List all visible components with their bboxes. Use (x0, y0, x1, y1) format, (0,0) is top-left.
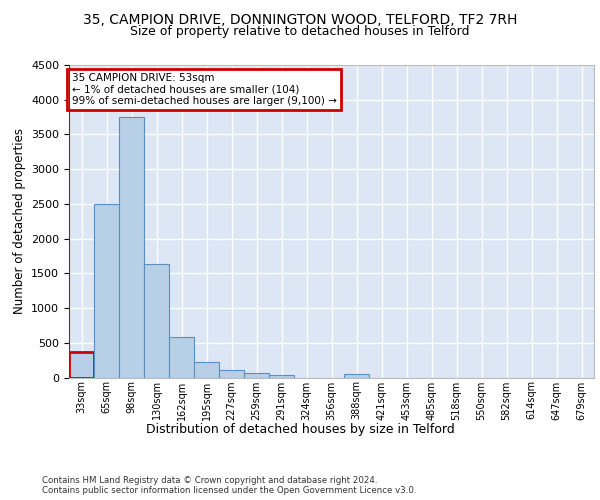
Bar (94, 204, 119, 378)
Text: Size of property relative to detached houses in Telford: Size of property relative to detached ho… (130, 25, 470, 38)
Bar (344, 374, 369, 378)
Text: 35, CAMPION DRIVE, DONNINGTON WOOD, TELFORD, TF2 7RH: 35, CAMPION DRIVE, DONNINGTON WOOD, TELF… (83, 12, 517, 26)
Bar (244, 374, 269, 378)
Y-axis label: Number of detached properties: Number of detached properties (13, 128, 26, 314)
Bar (69, 352, 94, 378)
Bar (269, 375, 294, 378)
Bar (169, 336, 194, 378)
Bar (119, 117, 144, 378)
Bar (194, 362, 219, 378)
Text: Distribution of detached houses by size in Telford: Distribution of detached houses by size … (146, 422, 454, 436)
Bar (144, 264, 169, 378)
Text: 35 CAMPION DRIVE: 53sqm
← 1% of detached houses are smaller (104)
99% of semi-de: 35 CAMPION DRIVE: 53sqm ← 1% of detached… (71, 73, 337, 106)
Text: Contains HM Land Registry data © Crown copyright and database right 2024.
Contai: Contains HM Land Registry data © Crown c… (42, 476, 416, 495)
Bar (219, 370, 244, 378)
